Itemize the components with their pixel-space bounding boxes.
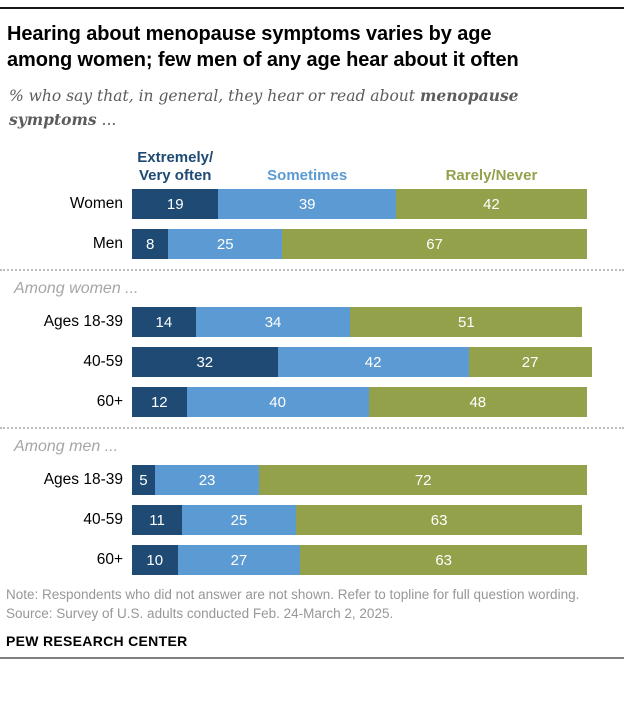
- bar-row-label: Men: [92, 235, 123, 252]
- bar-value-label: 27: [521, 353, 539, 371]
- brand-wordmark: PEW RESEARCH CENTER: [6, 633, 188, 649]
- stacked-bar: 14 34 51: [132, 307, 583, 337]
- bar-segment-sometimes: 40: [186, 387, 369, 417]
- bar-segment-extremely-very-often: 14: [132, 307, 196, 337]
- bar-value-label: 42: [483, 195, 500, 213]
- subtitle-suffix: ...: [96, 111, 117, 129]
- bar-row: Ages 18-39 14 34 51: [6, 307, 618, 337]
- bar-row-label: 60+: [96, 393, 123, 410]
- footnote-source: Source: Survey of U.S. adults conducted …: [6, 606, 394, 621]
- bar-value-label: 34: [264, 313, 282, 331]
- bar-value-label: 11: [149, 511, 165, 529]
- bar-value-label: 40: [269, 393, 286, 411]
- bar-value-label: 8: [146, 235, 155, 253]
- bar-segment-rarely-never: 51: [350, 307, 583, 337]
- bar-row-label: Ages 18-39: [43, 313, 123, 330]
- section-label: Among men ...: [14, 438, 119, 455]
- stacked-bar: 10 27 63: [132, 545, 587, 575]
- bar-value-label: 5: [139, 471, 148, 489]
- stacked-bar: 5 23 72: [132, 465, 587, 495]
- bar-value-label: 67: [426, 235, 443, 253]
- bar-segment-sometimes: 34: [195, 307, 351, 337]
- bar-value-label: 32: [196, 353, 214, 371]
- stacked-bar: 11 25 63: [132, 505, 583, 535]
- stacked-bar: 12 40 48: [132, 387, 587, 417]
- bar-value-label: 27: [230, 551, 248, 569]
- bar-segment-sometimes: 39: [218, 189, 396, 219]
- bar-value-label: 42: [364, 353, 382, 371]
- bar-row-label: Ages 18-39: [43, 471, 123, 488]
- section-separator: [0, 269, 624, 271]
- bar-segment-rarely-never: 72: [259, 465, 587, 495]
- bar-value-label: 25: [230, 511, 248, 529]
- bar-row: Men 8 25 67: [6, 229, 618, 259]
- bar-value-label: 51: [458, 313, 475, 331]
- page-title: Hearing about menopause symptoms varies …: [7, 23, 519, 71]
- legend-item-rarely-never: Rarely/Never: [445, 167, 538, 184]
- section-label: Among women ...: [14, 280, 139, 297]
- top-rule: [0, 7, 624, 9]
- bar-row: 40-59 32 42 27: [6, 347, 618, 377]
- bar-value-label: 39: [298, 195, 316, 213]
- chart-subtitle: % who say that, in general, they hear or…: [9, 84, 537, 132]
- bar-row: Women 19 39 42: [6, 189, 618, 219]
- bar-segment-sometimes: 23: [154, 465, 260, 495]
- bar-value-label: 25: [216, 235, 234, 253]
- bar-segment-rarely-never: 67: [282, 229, 587, 259]
- bar-segment-extremely-very-often: 32: [132, 347, 278, 377]
- legend-item-sometimes: Sometimes: [267, 167, 348, 184]
- bar-segment-rarely-never: 27: [468, 347, 592, 377]
- bar-segment-extremely-very-often: 8: [132, 229, 169, 259]
- bar-value-label: 12: [150, 393, 168, 411]
- stacked-bar: 8 25 67: [132, 229, 587, 259]
- bar-segment-sometimes: 25: [182, 505, 296, 535]
- bottom-rule: [0, 657, 624, 659]
- chart-legend: Extremely/Very often Sometimes Rarely/Neve…: [132, 148, 618, 185]
- subtitle-prefix: % who say that, in general, they hear or…: [9, 87, 420, 105]
- bar-value-label: 19: [166, 195, 184, 213]
- subtitle-bold-term: menopause symptoms: [9, 86, 519, 129]
- bar-value-label: 10: [146, 551, 164, 569]
- bar-row: Ages 18-39 5 23 72: [6, 465, 618, 495]
- bar-segment-extremely-very-often: 11: [132, 505, 183, 535]
- bar-segment-sometimes: 25: [168, 229, 283, 259]
- bar-row-label: 60+: [96, 551, 123, 568]
- bar-segment-rarely-never: 63: [300, 545, 587, 575]
- bar-value-label: 14: [155, 313, 173, 331]
- bar-row: 60+ 10 27 63: [6, 545, 618, 575]
- bar-segment-sometimes: 42: [277, 347, 469, 377]
- bar-value-label: 72: [414, 471, 432, 489]
- bar-row-label: 40-59: [83, 511, 123, 528]
- bar-segment-rarely-never: 42: [395, 189, 587, 219]
- section-separator: [0, 427, 624, 429]
- stacked-bar: 19 39 42: [132, 189, 587, 219]
- bar-row: 40-59 11 25 63: [6, 505, 618, 535]
- bar-segment-extremely-very-often: 10: [132, 545, 178, 575]
- bar-value-label: 63: [435, 551, 452, 569]
- bar-segment-rarely-never: 48: [368, 387, 587, 417]
- bar-segment-extremely-very-often: 19: [132, 189, 219, 219]
- bar-row-label: 40-59: [83, 353, 123, 370]
- bar-row-label: Women: [69, 195, 123, 212]
- bar-segment-extremely-very-often: 5: [132, 465, 155, 495]
- stacked-bar-chart: Women 19 39 42 Men 8 25 67 Among women ... Ages 1…: [0, 189, 624, 575]
- footnote-note: Note: Respondents who did not answer are…: [6, 587, 580, 602]
- bar-value-label: 63: [430, 511, 448, 529]
- bar-value-label: 48: [469, 393, 487, 411]
- bar-value-label: 23: [198, 471, 216, 489]
- stacked-bar: 32 42 27: [132, 347, 592, 377]
- bar-segment-sometimes: 27: [177, 545, 301, 575]
- legend-item-extremely-very-often: Extremely/Very often: [137, 149, 214, 184]
- bar-segment-extremely-very-often: 12: [132, 387, 187, 417]
- bar-segment-rarely-never: 63: [295, 505, 583, 535]
- bar-row: 60+ 12 40 48: [6, 387, 618, 417]
